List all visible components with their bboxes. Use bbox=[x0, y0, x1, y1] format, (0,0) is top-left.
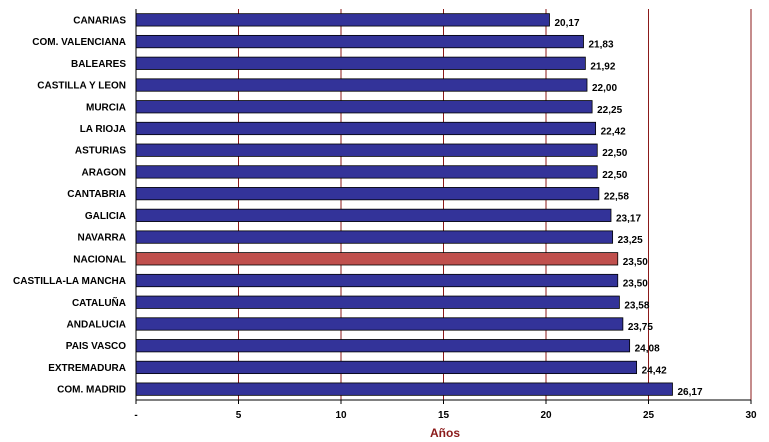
value-label-11: 23,50 bbox=[623, 257, 648, 268]
bar-14 bbox=[135, 317, 624, 331]
value-label-2: 21,92 bbox=[590, 61, 615, 72]
category-label-0: CANARIAS bbox=[73, 15, 126, 26]
category-labels: CANARIAS COM. VALENCIANA BALEARES CASTILLA … bbox=[13, 15, 126, 395]
bar-1 bbox=[135, 34, 584, 49]
bar-6 bbox=[135, 143, 598, 157]
bar-15 bbox=[135, 339, 631, 353]
bar-13 bbox=[135, 295, 620, 309]
value-label-16: 24,42 bbox=[642, 365, 667, 376]
bar-11 bbox=[135, 252, 619, 266]
x-axis-ticks: - 5 10 15 20 25 30 bbox=[134, 400, 757, 421]
bar-9 bbox=[135, 208, 612, 222]
bar-3 bbox=[135, 78, 588, 92]
category-label-13: CATALUÑA bbox=[72, 296, 126, 309]
category-label-15: PAIS VASCO bbox=[66, 341, 126, 352]
x-tick-label-10: 10 bbox=[335, 410, 347, 421]
bar-0 bbox=[135, 13, 550, 27]
category-label-8: CANTABRIA bbox=[67, 189, 126, 200]
bar-7 bbox=[135, 165, 598, 179]
category-label-2: BALEARES bbox=[71, 59, 126, 70]
category-label-10: NAVARRA bbox=[77, 233, 126, 244]
category-label-5: LA RIOJA bbox=[80, 124, 126, 135]
value-label-12: 23,50 bbox=[623, 279, 648, 290]
category-label-11: NACIONAL bbox=[73, 254, 126, 265]
category-label-17: COM. MADRID bbox=[57, 385, 126, 396]
x-tick-label-30: 30 bbox=[745, 410, 757, 421]
bar-2 bbox=[135, 56, 586, 70]
x-tick-label-20: 20 bbox=[540, 410, 552, 421]
x-tick-label-25: 25 bbox=[643, 410, 655, 421]
category-label-16: EXTREMADURA bbox=[48, 363, 126, 374]
value-label-13: 23,58 bbox=[624, 300, 649, 311]
value-label-17: 26,17 bbox=[677, 387, 702, 398]
value-label-10: 23,25 bbox=[618, 235, 643, 246]
bar-10 bbox=[135, 230, 614, 244]
bar-8 bbox=[135, 187, 600, 201]
value-label-5: 22,42 bbox=[601, 126, 626, 137]
value-label-6: 22,50 bbox=[602, 148, 627, 159]
x-tick-label-15: 15 bbox=[438, 410, 450, 421]
x-tick-label-5: 5 bbox=[236, 410, 242, 421]
value-label-4: 22,25 bbox=[597, 105, 622, 116]
value-label-8: 22,58 bbox=[604, 192, 629, 203]
category-label-7: ARAGON bbox=[82, 167, 126, 178]
category-label-14: ANDALUCIA bbox=[67, 319, 126, 330]
bar-12 bbox=[135, 273, 619, 288]
bar-17 bbox=[135, 382, 673, 396]
category-label-1: COM. VALENCIANA bbox=[32, 37, 126, 48]
value-label-15: 24,08 bbox=[635, 344, 660, 355]
grid-lines bbox=[238, 9, 752, 400]
category-label-3: CASTILLA Y LEON bbox=[37, 81, 126, 92]
x-tick-label-0: - bbox=[134, 410, 137, 421]
value-label-1: 21,83 bbox=[589, 40, 614, 51]
category-label-6: ASTURIAS bbox=[75, 146, 126, 157]
value-label-9: 23,17 bbox=[616, 213, 641, 224]
bar-16 bbox=[135, 360, 638, 375]
category-label-12: CASTILLA-LA MANCHA bbox=[13, 276, 126, 287]
category-label-9: GALICIA bbox=[85, 211, 126, 222]
bar-5 bbox=[135, 121, 597, 136]
category-label-4: MURCIA bbox=[86, 102, 126, 113]
value-label-3: 22,00 bbox=[592, 83, 617, 94]
value-labels: 20,17 21,83 21,92 22,00 22,25 22,42 22,50 22,50… bbox=[554, 18, 702, 398]
bar-4 bbox=[135, 100, 593, 114]
value-label-14: 23,75 bbox=[628, 322, 653, 333]
x-axis-title: Años bbox=[430, 426, 460, 440]
value-label-0: 20,17 bbox=[554, 18, 579, 29]
value-label-7: 22,50 bbox=[602, 170, 627, 181]
